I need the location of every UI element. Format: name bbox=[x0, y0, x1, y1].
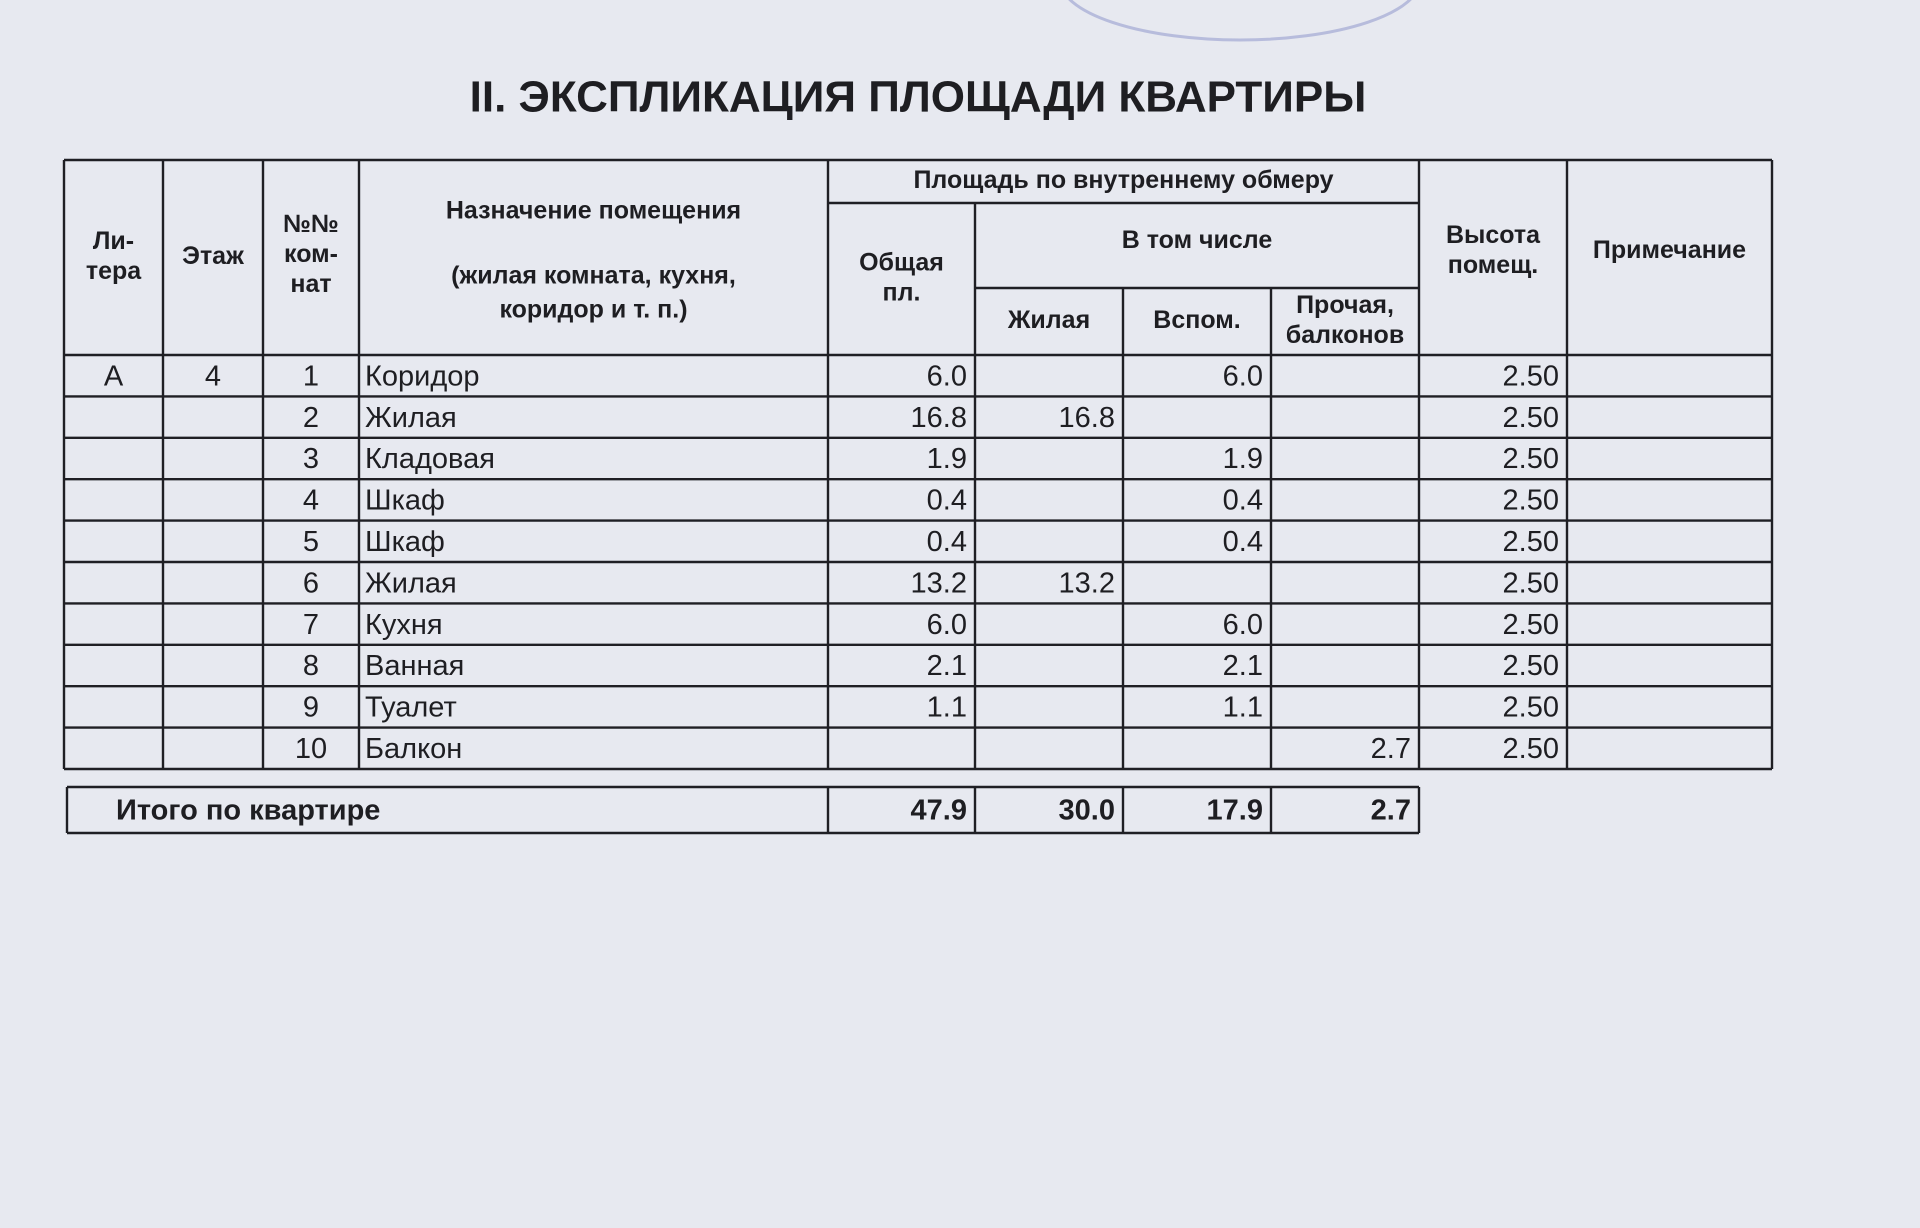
cell-text: 13.2 bbox=[1059, 567, 1115, 599]
header-label: Общая bbox=[859, 249, 944, 277]
cell-text: 0.4 bbox=[927, 526, 967, 558]
cell-text: 2.1 bbox=[927, 650, 967, 682]
cell-text: 0.4 bbox=[1223, 526, 1263, 558]
cell-text: 2.1 bbox=[1223, 650, 1263, 682]
document-title: II. ЭКСПЛИКАЦИЯ ПЛОЩАДИ КВАРТИРЫ bbox=[470, 73, 1367, 122]
cell-text: 16.8 bbox=[911, 402, 967, 434]
cell-text: 2.50 bbox=[1503, 526, 1559, 558]
cell-text: 2.50 bbox=[1503, 650, 1559, 682]
cell-text: 2.50 bbox=[1503, 609, 1559, 641]
cell-text: 6.0 bbox=[927, 360, 967, 392]
header-label: Вспом. bbox=[1153, 306, 1240, 334]
cell-text: 2.50 bbox=[1503, 443, 1559, 475]
cell-text: 2 bbox=[303, 402, 319, 434]
cell-text: 0.4 bbox=[927, 485, 967, 517]
cell-text: 2.50 bbox=[1503, 567, 1559, 599]
header-label: Высота bbox=[1446, 221, 1541, 249]
cell-text: 1 bbox=[303, 360, 319, 392]
cell-text: 1.9 bbox=[1223, 443, 1263, 475]
header-label: нат bbox=[290, 270, 331, 298]
cell-text: 9 bbox=[303, 692, 319, 724]
header-label: коридор и т. п.) bbox=[499, 296, 687, 324]
cell-text: Жилая bbox=[365, 402, 457, 434]
cell-text: 10 bbox=[295, 733, 327, 765]
cell-text: 2.50 bbox=[1503, 402, 1559, 434]
cell-text: 3 bbox=[303, 443, 319, 475]
header-label: Этаж bbox=[182, 242, 244, 270]
header-label: пл. bbox=[883, 279, 921, 307]
header-label: ком- bbox=[284, 240, 338, 268]
header-label: Примечание bbox=[1593, 236, 1746, 264]
header-label: Прочая, bbox=[1296, 291, 1394, 319]
cell-text: Шкаф bbox=[365, 485, 445, 517]
cell-text: Коридор bbox=[365, 360, 480, 392]
cell-text: 2.7 bbox=[1371, 733, 1411, 765]
cell-text: 2.50 bbox=[1503, 692, 1559, 724]
totals-value: 2.7 bbox=[1371, 795, 1411, 827]
cell-text: А bbox=[104, 360, 124, 392]
cell-text: 5 bbox=[303, 526, 319, 558]
totals-label: Итого по квартире bbox=[116, 795, 380, 827]
cell-text: 8 bbox=[303, 650, 319, 682]
cell-text: 4 bbox=[303, 485, 319, 517]
cell-text: 6.0 bbox=[1223, 609, 1263, 641]
totals-value: 30.0 bbox=[1059, 795, 1115, 827]
header-label: Площадь по внутреннему обмеру bbox=[913, 166, 1333, 194]
header-label: Назначение помещения bbox=[446, 197, 741, 225]
cell-text: Балкон bbox=[365, 733, 462, 765]
cell-text: 1.1 bbox=[927, 692, 967, 724]
cell-text: Шкаф bbox=[365, 526, 445, 558]
header-label: Жилая bbox=[1007, 306, 1090, 334]
header-label: тера bbox=[86, 257, 142, 285]
cell-text: Жилая bbox=[365, 567, 457, 599]
header-label: (жилая комната, кухня, bbox=[451, 262, 736, 290]
cell-text: 6.0 bbox=[927, 609, 967, 641]
header-label: балконов bbox=[1286, 321, 1404, 349]
cell-text: 2.50 bbox=[1503, 360, 1559, 392]
cell-text: 16.8 bbox=[1059, 402, 1115, 434]
cell-text: 4 bbox=[205, 360, 221, 392]
cell-text: 6.0 bbox=[1223, 360, 1263, 392]
stamp bbox=[1068, 0, 1412, 42]
cell-text: 2.50 bbox=[1503, 733, 1559, 765]
cell-text: Кухня bbox=[365, 609, 443, 641]
header-label: Ли- bbox=[93, 227, 134, 255]
totals-value: 47.9 bbox=[911, 795, 967, 827]
cell-text: Кладовая bbox=[365, 443, 495, 475]
cell-text: Ванная bbox=[365, 650, 464, 682]
header-label: №№ bbox=[283, 210, 339, 238]
cell-text: 0.4 bbox=[1223, 485, 1263, 517]
cell-text: 2.50 bbox=[1503, 485, 1559, 517]
header-label: В том числе bbox=[1122, 226, 1273, 254]
totals-value: 17.9 bbox=[1207, 795, 1263, 827]
cell-text: 13.2 bbox=[911, 567, 967, 599]
header-label: помещ. bbox=[1448, 251, 1538, 279]
cell-text: 6 bbox=[303, 567, 319, 599]
cell-text: 7 bbox=[303, 609, 319, 641]
cell-text: 1.9 bbox=[927, 443, 967, 475]
cell-text: 1.1 bbox=[1223, 692, 1263, 724]
cell-text: Туалет bbox=[365, 692, 457, 724]
